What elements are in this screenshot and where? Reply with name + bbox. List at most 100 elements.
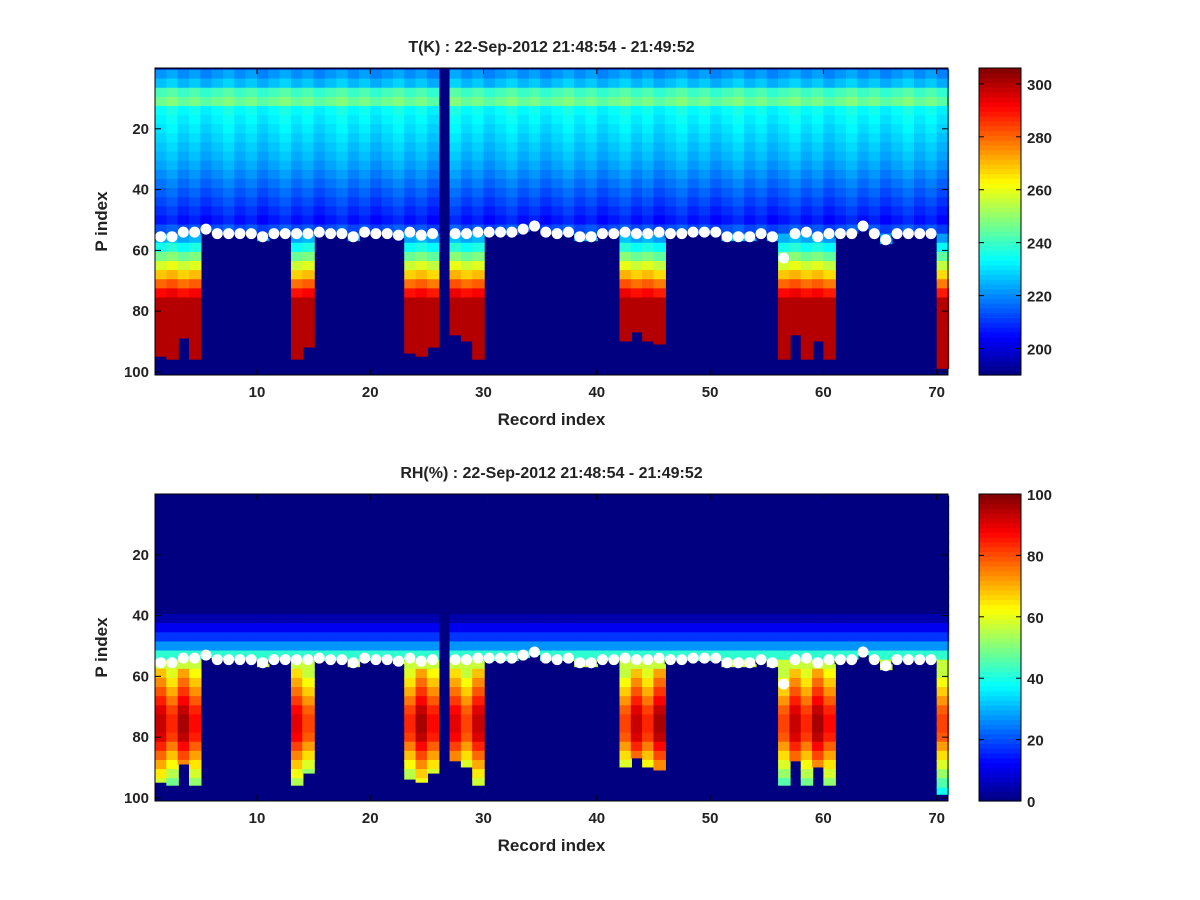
heatmap-cell — [721, 169, 734, 181]
heatmap-cells — [155, 68, 950, 375]
heatmap-cell — [596, 550, 610, 561]
heatmap-cell — [336, 531, 349, 543]
colorbar-swatch — [979, 370, 1021, 376]
heatmap-cell — [404, 559, 417, 570]
heatmap-cell — [392, 215, 406, 226]
heatmap-cell — [902, 115, 916, 126]
surface-marker — [166, 231, 178, 243]
heatmap-cell — [744, 604, 757, 616]
heatmap-cell — [789, 215, 802, 226]
heatmap-cell — [188, 169, 202, 181]
heatmap-cell — [268, 124, 281, 135]
heatmap-cell — [914, 105, 927, 117]
colorbar-swatch — [979, 498, 1021, 505]
heatmap-cell — [789, 705, 802, 716]
colorbar-swatch — [979, 154, 1021, 160]
surface-marker — [302, 654, 314, 666]
heatmap-cell — [177, 288, 191, 299]
heatmap-cell — [766, 215, 780, 226]
heatmap-cell — [925, 550, 938, 561]
heatmap-cell — [540, 178, 553, 190]
heatmap-cell — [155, 352, 168, 357]
heatmap-cell — [268, 160, 281, 172]
heatmap-cell — [642, 242, 655, 254]
heatmap-cell — [290, 732, 304, 744]
heatmap-cell — [778, 261, 791, 272]
heatmap-cell — [562, 197, 576, 208]
heatmap-cell — [732, 188, 746, 199]
heatmap-cell — [630, 687, 644, 698]
heatmap-cell — [256, 87, 270, 99]
heatmap-cell — [528, 623, 542, 634]
heatmap-cell — [494, 513, 508, 525]
heatmap-cell — [494, 169, 508, 181]
chart-title: RH(%) : 22-Sep-2012 21:48:54 - 21:49:52 — [400, 465, 702, 482]
heatmap-cell — [188, 96, 202, 108]
heatmap-cell — [415, 668, 429, 680]
heatmap-cell — [653, 279, 666, 290]
heatmap-cell — [494, 595, 508, 607]
colorbar-swatch — [979, 101, 1021, 107]
heatmap-cell — [653, 215, 666, 226]
heatmap-cell — [687, 495, 700, 507]
heatmap-cell — [857, 169, 870, 181]
heatmap-cell — [800, 522, 814, 534]
surface-marker — [495, 652, 507, 664]
heatmap-cell — [834, 531, 848, 543]
heatmap-cell — [630, 750, 644, 759]
heatmap-cell — [415, 115, 429, 126]
heatmap-cell — [619, 531, 632, 543]
heatmap-cell — [834, 550, 848, 561]
heatmap-cell — [823, 696, 836, 707]
heatmap-cell — [404, 577, 417, 589]
colorbar-swatch — [979, 163, 1021, 170]
heatmap-cell — [687, 87, 700, 99]
heatmap-cell — [460, 270, 474, 281]
heatmap-cell — [313, 87, 327, 99]
heatmap-cell — [732, 78, 746, 90]
heatmap-cell — [494, 78, 508, 90]
heatmap-cell — [755, 641, 768, 652]
heatmap-cell — [155, 151, 168, 163]
heatmap-cell — [642, 169, 655, 181]
heatmap-cell — [324, 586, 338, 598]
heatmap-cell — [766, 69, 780, 81]
heatmap-cell — [721, 522, 734, 534]
colorbar-swatch — [979, 762, 1021, 769]
heatmap-cell — [347, 604, 361, 616]
heatmap-cell — [290, 741, 304, 753]
heatmap-cell — [732, 595, 746, 607]
heatmap-cell — [812, 522, 825, 534]
heatmap-cell — [664, 142, 678, 153]
heatmap-cell — [200, 632, 213, 643]
heatmap-cell — [290, 568, 304, 579]
heatmap-cell — [404, 495, 417, 507]
heatmap-cell — [392, 115, 406, 126]
heatmap-cell — [902, 504, 916, 516]
heatmap-cell — [925, 96, 938, 108]
heatmap-cell — [166, 614, 179, 625]
heatmap-cell — [290, 495, 304, 507]
heatmap-cell — [336, 577, 349, 589]
y-axis-label: P index — [92, 191, 111, 252]
heatmap-cell — [653, 677, 666, 689]
heatmap-cell — [687, 197, 700, 208]
heatmap-cell — [642, 251, 655, 263]
heatmap-cell — [562, 641, 576, 652]
heatmap-cell — [460, 632, 474, 643]
heatmap-cell — [710, 124, 723, 135]
heatmap-cell — [177, 495, 191, 507]
heatmap-cell — [494, 178, 508, 190]
colorbar-swatch — [979, 532, 1021, 538]
heatmap-cell — [585, 178, 598, 190]
heatmap-cell — [902, 632, 916, 643]
heatmap-cell — [585, 522, 598, 534]
heatmap-cell — [155, 522, 168, 534]
colorbar-swatch — [979, 589, 1021, 596]
heatmap-cell — [936, 169, 950, 181]
heatmap-cell — [188, 778, 202, 786]
heatmap-cell — [460, 677, 474, 689]
heatmap-cell — [211, 531, 225, 543]
surface-marker — [653, 226, 665, 238]
heatmap-cell — [358, 124, 372, 135]
